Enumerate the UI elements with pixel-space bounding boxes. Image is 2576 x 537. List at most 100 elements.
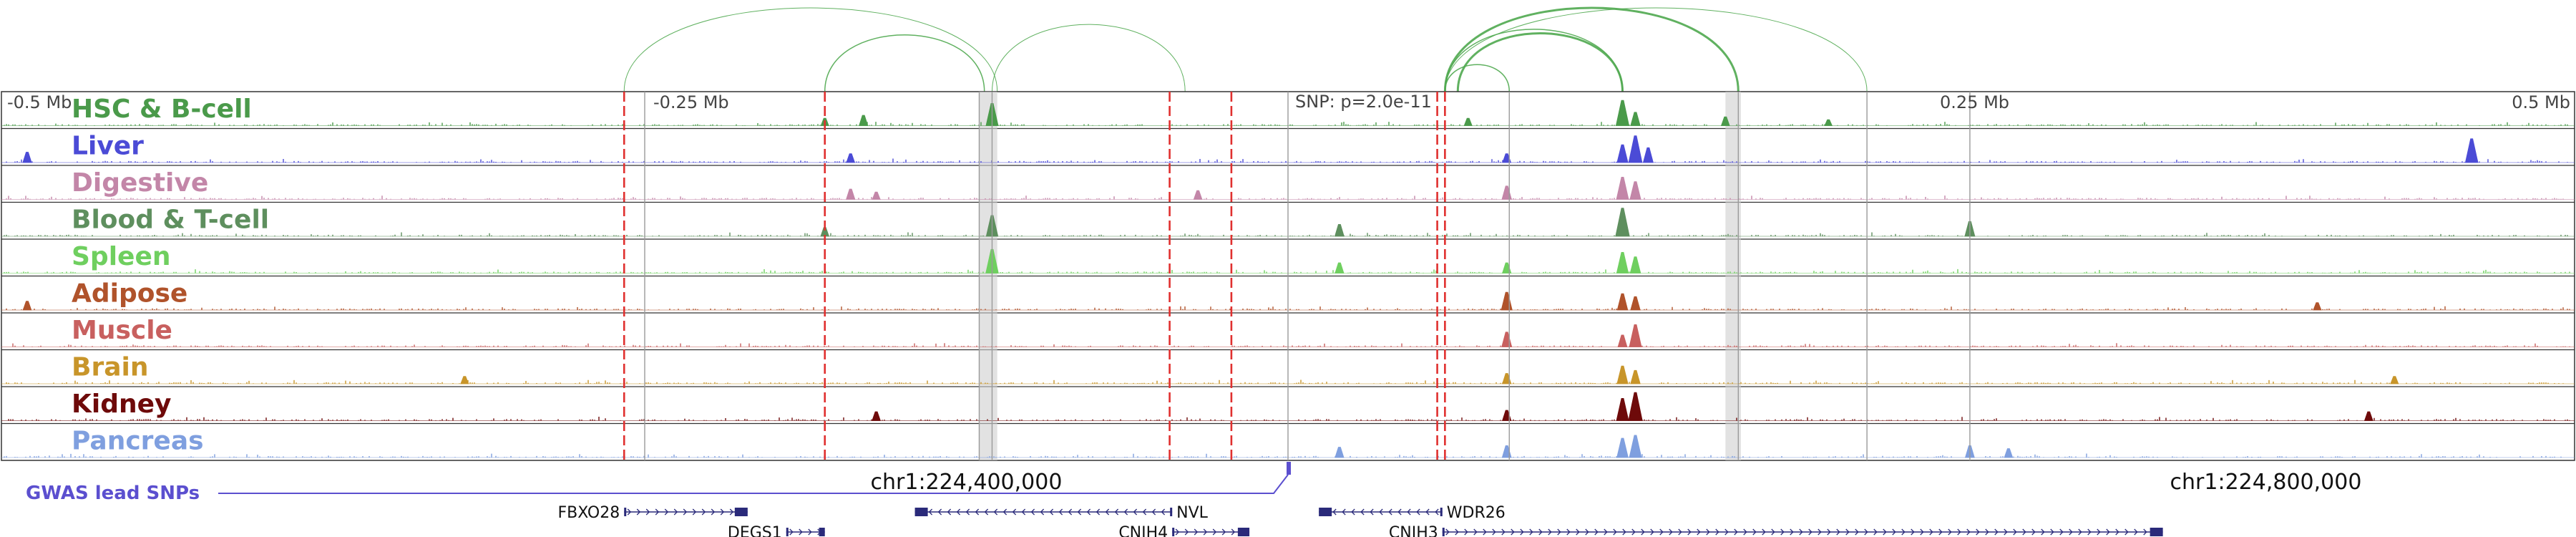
signal-peak [22, 152, 32, 163]
track-labels: HSC & B-cell Liver Digestive Blood & T-cell… [72, 95, 269, 456]
signal-peak [1720, 116, 1730, 126]
gene-exon [1442, 528, 1445, 536]
signal-peak [1629, 324, 1642, 347]
signal-peak [820, 227, 830, 237]
signal-peak [1630, 296, 1641, 311]
track-label: Blood & T-cell [72, 205, 269, 235]
signal-peak [1629, 181, 1641, 200]
signal-peak [1628, 392, 1643, 421]
signal-peak [1616, 252, 1629, 274]
signal-peak [1616, 365, 1629, 384]
track-noise [4, 122, 2568, 126]
gene-exon [819, 528, 825, 536]
track-label: Adipose [72, 279, 187, 309]
signal-peak [1824, 119, 1833, 126]
signal-peak [1617, 334, 1628, 347]
track-noise [4, 232, 2568, 236]
vertical-markers [623, 92, 1971, 460]
gene-model: FBXO28 [557, 504, 748, 522]
signal-peak [1629, 256, 1641, 274]
gene-label: DEGS1 [728, 524, 782, 537]
signal-peak [2004, 448, 2014, 458]
axis-tick-label: 0.25 Mb [1940, 92, 2009, 112]
track-noise [8, 416, 2570, 421]
track-label: Brain [72, 353, 148, 382]
gene-model: CNIH3 [1389, 524, 2163, 537]
signal-peak [1501, 185, 1512, 200]
signal-peak [1616, 437, 1629, 458]
track-label: Pancreas [72, 427, 204, 456]
signal-peak [1616, 144, 1629, 163]
gwas-track: GWAS lead SNPs [26, 462, 1291, 504]
coordinate-label: chr1:224,400,000 [871, 470, 1063, 495]
gene-strand-arrows [627, 508, 743, 516]
signal-peak [2363, 411, 2373, 421]
axis-tick-label: 0.5 Mb [2512, 92, 2570, 112]
signal-peak [846, 188, 856, 200]
signal-peak [1463, 117, 1473, 126]
gene-exon [734, 508, 748, 516]
chromatin-loop-arc [1444, 29, 1624, 92]
highlight-band [1725, 92, 1741, 460]
signal-peak [1615, 100, 1630, 126]
signal-peak [1335, 447, 1345, 458]
gene-model: CNIH4 [1118, 524, 1250, 537]
track-noise [6, 379, 2564, 384]
signal-peak [1615, 208, 1630, 237]
chromatin-loops [623, 6, 1868, 92]
gene-label: FBXO28 [557, 504, 620, 522]
track-label: HSC & B-cell [72, 95, 252, 124]
highlight-bands [979, 92, 1741, 460]
track-noise [4, 453, 2562, 458]
gene-label: WDR26 [1447, 504, 1506, 522]
signal-peak [1616, 177, 1629, 200]
gene-exon [1319, 508, 1332, 516]
chromatin-loop-arc [992, 24, 1186, 92]
gene-strand-arrows [1445, 528, 2157, 536]
gene-exon [1172, 528, 1175, 536]
signal-peak [1334, 224, 1345, 237]
signal-peak [1629, 435, 1642, 458]
gwas-leader-line [218, 474, 1289, 494]
signal-peak [2313, 302, 2322, 311]
gene-label: NVL [1176, 504, 1209, 522]
gene-exon [1237, 528, 1250, 536]
signal-peak [859, 115, 869, 126]
gwas-snp-mark [1287, 462, 1291, 475]
gwas-label: GWAS lead SNPs [26, 483, 200, 504]
track-noise [6, 158, 2568, 163]
track-label: Liver [72, 132, 144, 161]
gene-strand-arrows [1175, 528, 1245, 536]
chromatin-loop-arc [824, 34, 985, 92]
track-label: Spleen [72, 242, 171, 271]
track-noise [6, 195, 2564, 200]
track-label: Muscle [72, 316, 172, 345]
chromatin-loop-arc [1444, 7, 1868, 92]
gene-exon [624, 508, 627, 516]
signal-peak [1193, 190, 1203, 200]
signal-peak [1628, 135, 1643, 163]
chromatin-loop-arc [1444, 64, 1511, 92]
signal-peak [1501, 445, 1512, 458]
signal-peak [872, 191, 881, 200]
track-label: Kidney [72, 390, 172, 419]
gene-track: FBXO28 DEGS1 NVL CNIH4 WDR26 CNIH3 [557, 504, 2163, 537]
chromatin-loop-arc [1456, 32, 1624, 92]
gene-exon [1440, 508, 1443, 516]
gene-exon [914, 508, 928, 516]
gene-exon [786, 528, 789, 536]
chromatin-loop-arc [623, 7, 998, 92]
axis-tick-label: -0.25 Mb [653, 92, 729, 112]
signal-peak [846, 153, 856, 163]
gene-label: CNIH3 [1389, 524, 1438, 537]
axis-labels: -0.5 Mb -0.25 Mb 0.25 Mb 0.5 Mb SNP: p=2.0e-… [7, 92, 2570, 495]
gene-model: NVL [914, 504, 1209, 522]
track-noise [4, 268, 2570, 274]
signal-peak [22, 301, 32, 311]
axis-tick-label: -0.5 Mb [7, 92, 72, 112]
signal-peak [1335, 262, 1345, 274]
signal-peak [1630, 112, 1641, 126]
signal-peak [1630, 369, 1641, 384]
signal-peak [1642, 147, 1654, 163]
gene-model: WDR26 [1319, 504, 1506, 522]
